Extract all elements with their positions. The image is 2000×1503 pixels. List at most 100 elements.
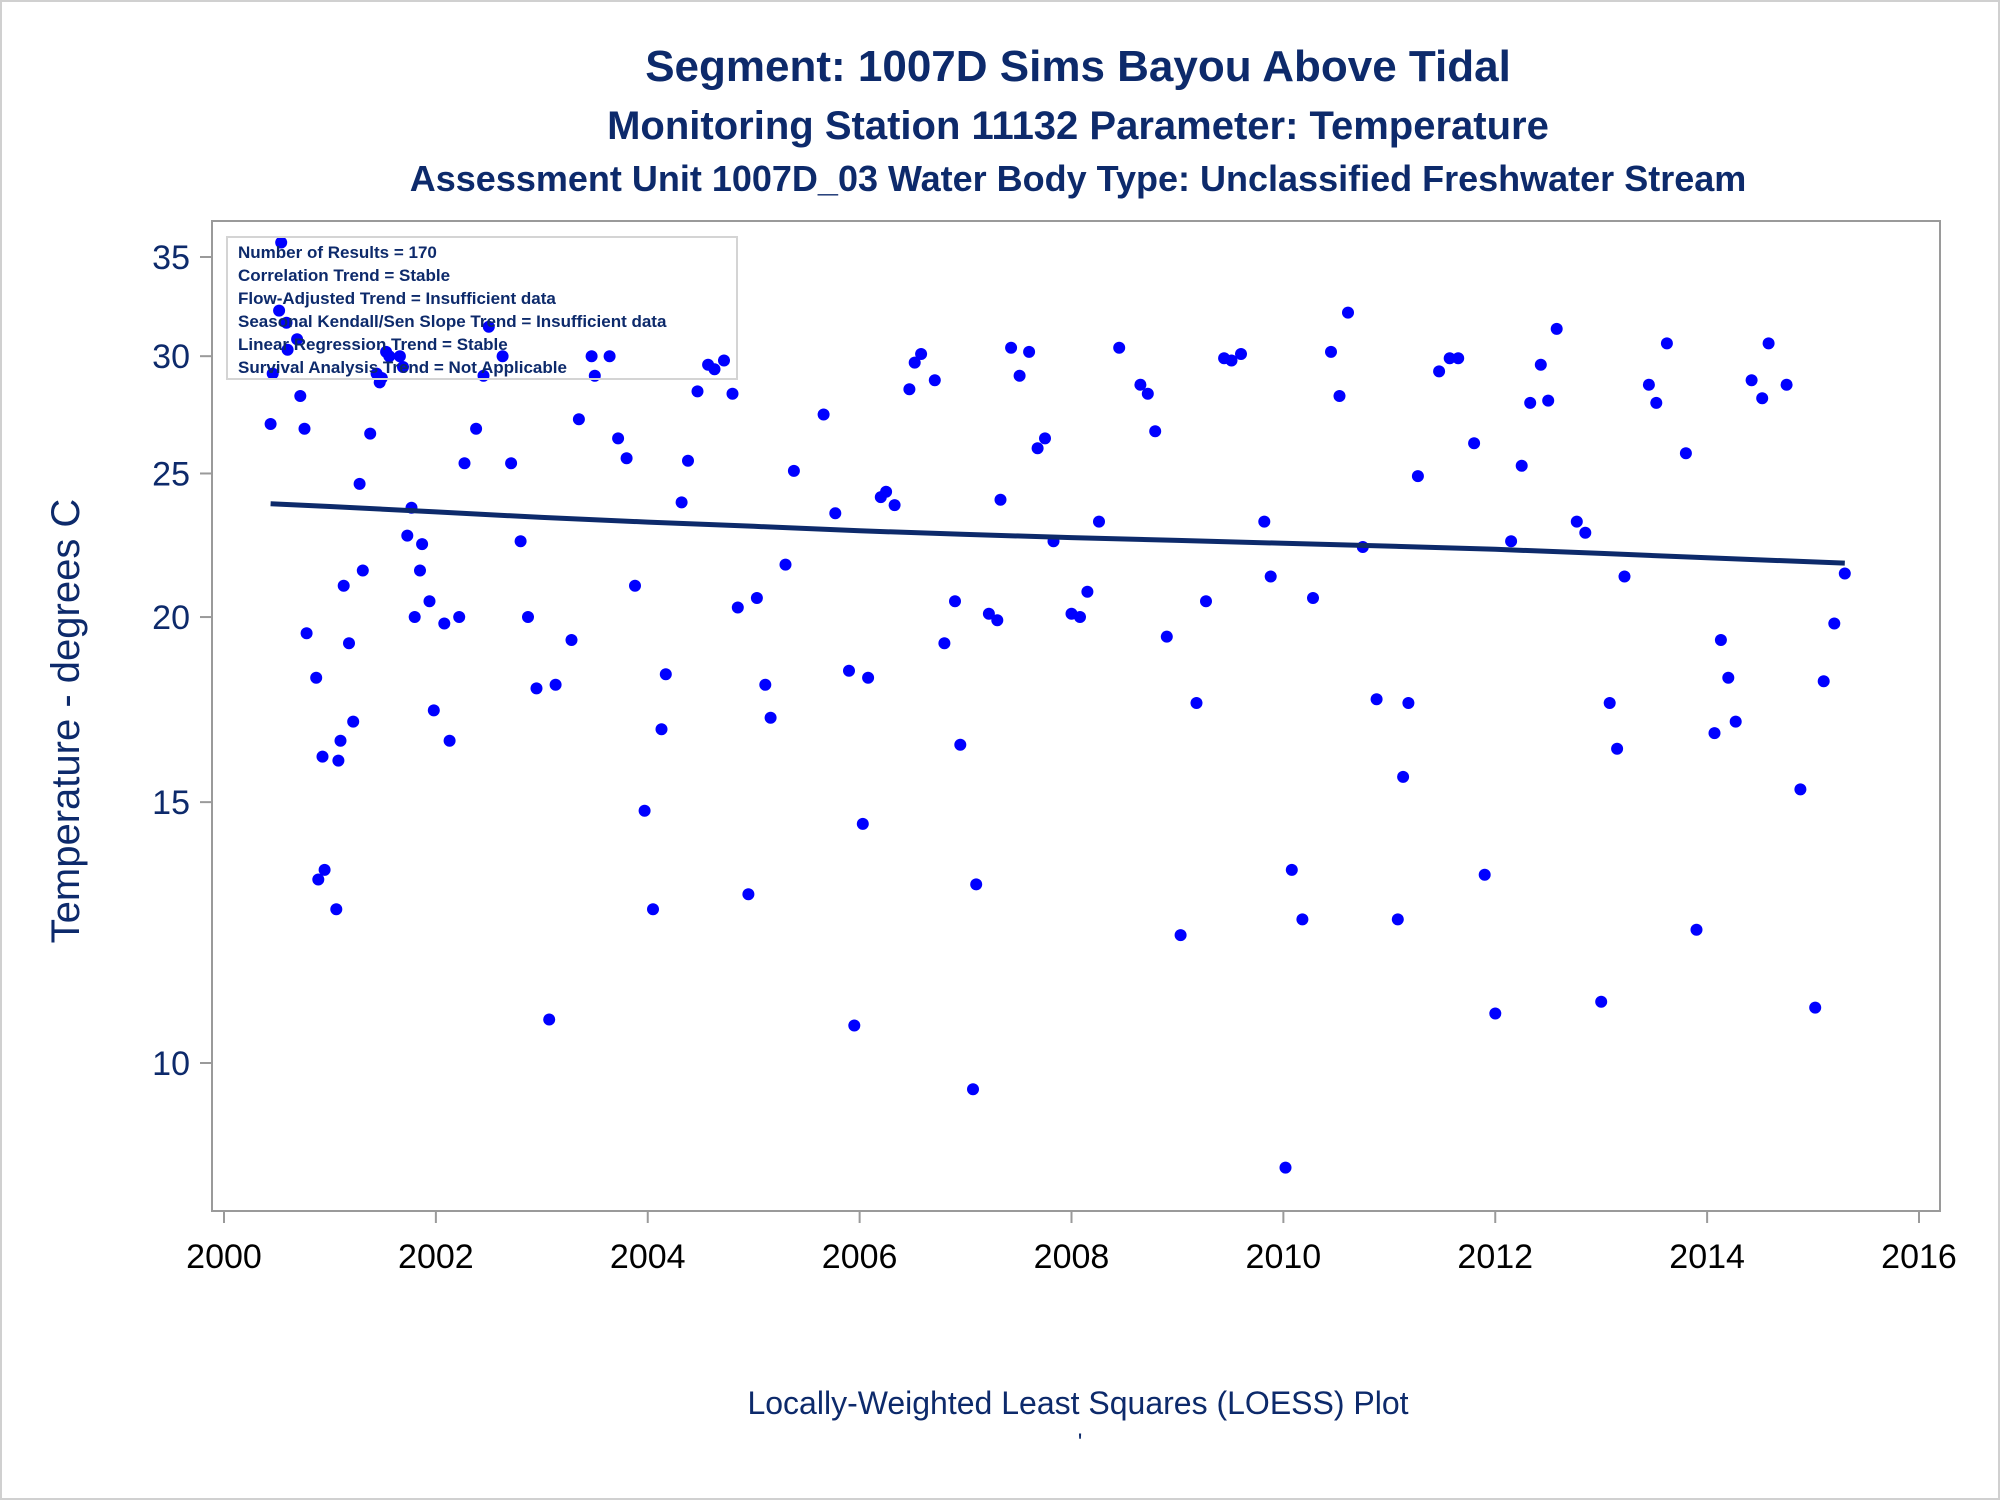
data-point: [1113, 341, 1126, 354]
y-tick-label: 25: [152, 455, 190, 493]
data-point: [954, 738, 967, 751]
data-point: [655, 723, 668, 736]
data-point: [970, 878, 983, 891]
data-point: [1258, 515, 1271, 528]
data-point: [856, 817, 869, 830]
stats-line: Survival Analysis Trend = Not Applicable: [238, 358, 567, 377]
chart-subtitle: Monitoring Station 11132 Parameter: Temp…: [607, 104, 1549, 148]
data-point: [1264, 570, 1277, 583]
data-point: [1642, 378, 1655, 391]
data-point: [522, 611, 534, 623]
data-point: [603, 350, 616, 363]
data-point: [638, 804, 651, 817]
data-point: [1174, 929, 1187, 942]
data-point: [659, 668, 672, 681]
data-point: [453, 611, 466, 623]
data-point: [1402, 697, 1415, 709]
data-point: [1031, 442, 1044, 455]
data-point: [543, 1013, 556, 1026]
data-point: [275, 236, 288, 249]
data-point: [647, 903, 659, 916]
data-point: [1370, 693, 1383, 706]
data-point: [1333, 390, 1346, 402]
data-point: [1618, 570, 1631, 583]
data-point: [888, 499, 901, 512]
data-point: [779, 558, 792, 571]
data-point: [291, 333, 304, 346]
data-point: [742, 888, 755, 901]
data-point: [726, 387, 739, 400]
data-point: [915, 348, 928, 360]
data-point: [1235, 348, 1247, 360]
data-point: [1093, 515, 1105, 528]
plot-area: [211, 220, 1941, 1212]
data-point: [903, 383, 916, 396]
data-point: [397, 361, 409, 373]
data-point: [880, 485, 893, 498]
data-point: [1756, 392, 1769, 405]
data-point: [393, 350, 406, 363]
data-point: [994, 493, 1007, 506]
data-point: [1550, 322, 1563, 335]
data-point: [1809, 1001, 1822, 1014]
data-point: [982, 607, 995, 620]
data-point: [1443, 352, 1456, 365]
data-point: [1005, 341, 1018, 354]
stats-line: Number of Results = 170: [238, 243, 437, 262]
stats-line: Linear Regression Trend = Stable: [238, 335, 508, 354]
footer-mark: ': [1078, 1429, 1083, 1456]
data-point: [1828, 617, 1841, 630]
data-point: [612, 432, 625, 445]
data-point: [1023, 345, 1036, 358]
data-point: [1391, 913, 1404, 926]
data-point: [1817, 675, 1830, 688]
data-point: [843, 664, 855, 677]
data-point: [1160, 630, 1173, 643]
data-point: [334, 734, 347, 747]
chart-subtitle-2: Assessment Unit 1007D_03 Water Body Type…: [410, 158, 1747, 199]
chart-title: Segment: 1007D Sims Bayou Above Tidal: [645, 42, 1511, 91]
data-point: [312, 873, 325, 886]
y-axis-label: Temperature - degrees C: [44, 499, 88, 944]
data-point: [318, 863, 331, 876]
stats-line: Seasonal Kendall/Sen Slope Trend = Insuf…: [238, 312, 667, 331]
data-point: [848, 1019, 861, 1032]
data-point: [1579, 526, 1592, 539]
data-point: [1722, 671, 1735, 684]
data-point: [549, 678, 562, 691]
data-point: [266, 367, 279, 380]
data-point: [1307, 592, 1319, 604]
data-point: [1595, 995, 1608, 1008]
data-point: [908, 356, 921, 369]
data-point: [280, 316, 293, 329]
data-point: [505, 457, 518, 470]
data-point: [1141, 387, 1154, 400]
data-point: [1611, 742, 1624, 755]
data-point: [332, 754, 345, 767]
data-point: [300, 627, 313, 640]
data-point: [427, 704, 440, 717]
data-point: [1013, 369, 1026, 382]
data-point: [414, 564, 426, 577]
data-point: [1452, 352, 1465, 365]
data-point: [1729, 715, 1742, 728]
data-point: [620, 452, 633, 465]
data-point: [1745, 374, 1758, 387]
data-point: [731, 601, 744, 614]
data-point: [1762, 337, 1775, 350]
stats-box: Number of Results = 170 Correlation Trend…: [226, 236, 738, 380]
data-point: [1397, 770, 1410, 783]
data-point: [764, 711, 777, 724]
data-point: [1660, 337, 1673, 350]
data-point: [928, 374, 941, 387]
data-point: [1690, 923, 1703, 936]
data-point: [1542, 394, 1555, 407]
data-point: [1285, 863, 1298, 876]
data-point: [1650, 396, 1663, 409]
x-tick-label: 2012: [1457, 1238, 1533, 1276]
data-point: [565, 634, 578, 646]
stats-box-frame: [226, 236, 738, 380]
data-point: [1489, 1007, 1502, 1020]
